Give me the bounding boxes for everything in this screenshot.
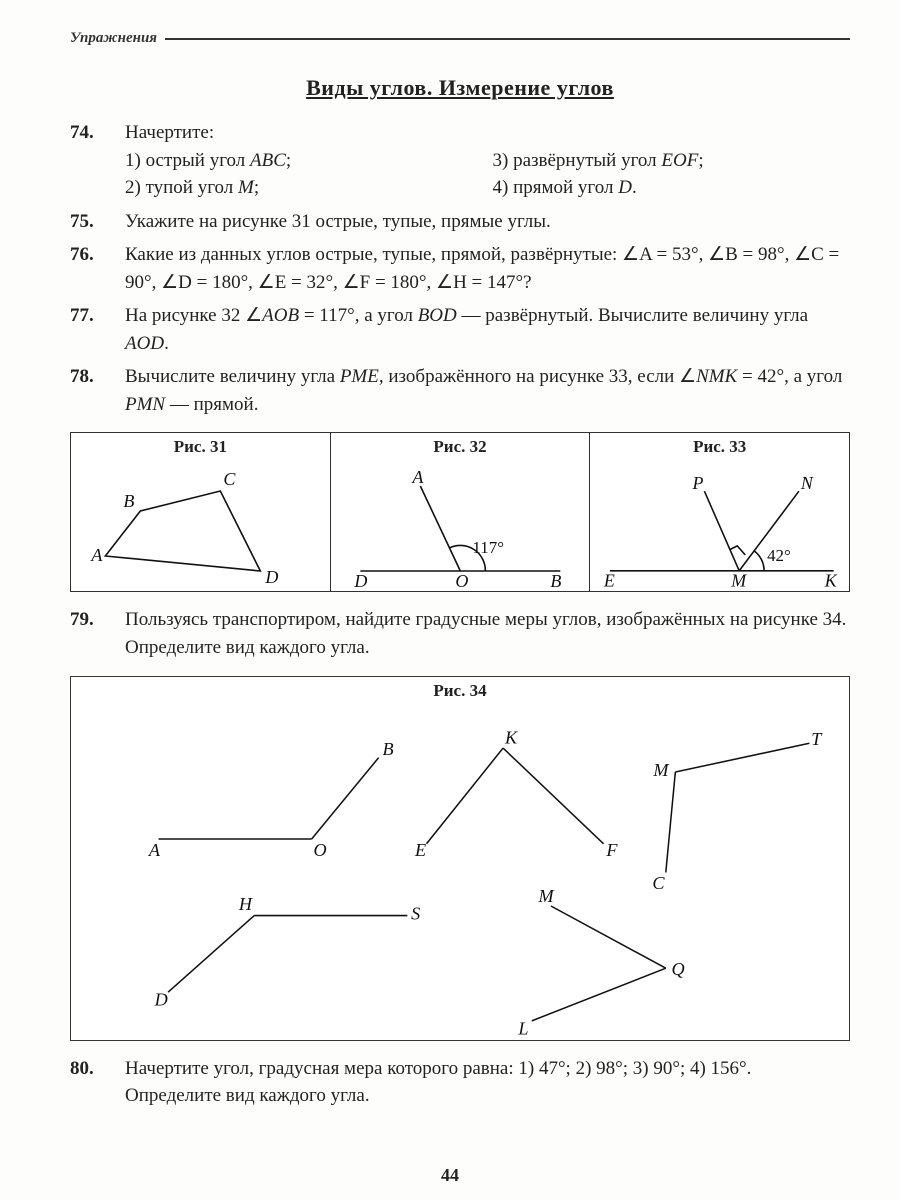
pt-A: A (411, 467, 424, 487)
pt-F: F (605, 840, 618, 860)
exercise-number: 80. (70, 1055, 125, 1110)
pt-K: K (824, 571, 838, 591)
figure-34: Рис. 34 A O B (70, 676, 850, 1041)
angle-value: 42° (767, 546, 791, 565)
pt-N: N (800, 474, 814, 494)
pt-A: A (148, 840, 161, 860)
page: Упражнения Виды углов. Измерение углов 7… (0, 0, 900, 1200)
pt-H: H (238, 893, 253, 913)
section-title: Виды углов. Измерение углов (70, 75, 850, 101)
pt-B: B (123, 491, 134, 511)
figure-row-31-32-33: Рис. 31 A B C D Рис. 32 (70, 432, 850, 592)
pt-K: K (504, 727, 518, 747)
pt-O: O (314, 840, 327, 860)
pt-A: A (90, 545, 103, 565)
pt-Q: Q (672, 958, 685, 978)
item-1: 1) острый угол ABC; (125, 147, 483, 175)
exercise-number: 79. (70, 606, 125, 661)
pt-D: D (353, 571, 367, 591)
exercise-body: Вычислите величину угла PME, изображённо… (125, 363, 850, 418)
exercise-number: 75. (70, 208, 125, 236)
figure-label: Рис. 31 (71, 433, 330, 461)
figure-label: Рис. 33 (590, 433, 849, 461)
figure-33: Рис. 33 E M K P N 42° (590, 433, 849, 591)
pt-B: B (550, 571, 561, 591)
figure-31: Рис. 31 A B C D (71, 433, 331, 591)
figure-32: Рис. 32 D O B A 117° (331, 433, 591, 591)
pt-O: O (455, 571, 468, 591)
pt-P: P (692, 474, 704, 494)
pt-D: D (264, 567, 278, 587)
header-label: Упражнения (70, 30, 165, 47)
two-column-list: 1) острый угол ABC; 3) развёрнутый угол … (125, 147, 850, 202)
header-rule (165, 38, 850, 40)
exercise-77: 77. На рисунке 32 ∠AOB = 117°, а угол BO… (70, 302, 850, 357)
header: Упражнения (70, 30, 850, 47)
exercise-number: 74. (70, 119, 125, 202)
figure-31-svg: A B C D (71, 461, 330, 591)
exercise-76: 76. Какие из данных углов острые, тупые,… (70, 241, 850, 296)
exercise-body: Начертите угол, градусная мера которого … (125, 1055, 850, 1110)
exercise-75: 75. Укажите на рисунке 31 острые, тупые,… (70, 208, 850, 236)
figure-label: Рис. 34 (71, 677, 849, 705)
pt-D: D (154, 989, 168, 1009)
pt-C: C (223, 469, 236, 489)
pt-M: M (731, 571, 748, 591)
exercise-body: Начертите: 1) острый угол ABC; 3) развёр… (125, 119, 850, 202)
pt-E: E (414, 840, 426, 860)
exercise-80: 80. Начертите угол, градусная мера котор… (70, 1055, 850, 1110)
item-2: 2) тупой угол M; (125, 174, 483, 202)
exercise-79: 79. Пользуясь транспортиром, найдите гра… (70, 606, 850, 661)
angle-value: 117° (472, 538, 504, 557)
pt-E: E (603, 571, 615, 591)
exercise-78: 78. Вычислите величину угла PME, изображ… (70, 363, 850, 418)
intro-text: Начертите: (125, 119, 850, 147)
exercise-body: Укажите на рисунке 31 острые, тупые, пря… (125, 208, 850, 236)
item-3: 3) развёрнутый угол EOF; (493, 147, 851, 175)
exercise-body: На рисунке 32 ∠AOB = 117°, а угол BOD — … (125, 302, 850, 357)
pt-S: S (411, 903, 420, 923)
figure-34-svg: A O B E K F M C T H D S M Q L (71, 705, 849, 1040)
exercise-number: 76. (70, 241, 125, 296)
exercise-body: Пользуясь транспортиром, найдите градусн… (125, 606, 850, 661)
figure-33-svg: E M K P N 42° (590, 461, 849, 591)
item-4: 4) прямой угол D. (493, 174, 851, 202)
pt-T: T (811, 729, 823, 749)
pt-B: B (382, 738, 393, 758)
page-number: 44 (0, 1165, 900, 1186)
exercise-74: 74. Начертите: 1) острый угол ABC; 3) ра… (70, 119, 850, 202)
figure-32-svg: D O B A 117° (331, 461, 590, 591)
exercise-number: 78. (70, 363, 125, 418)
pt-C: C (652, 872, 665, 892)
exercise-number: 77. (70, 302, 125, 357)
pt-M: M (652, 759, 669, 779)
exercise-body: Какие из данных углов острые, тупые, пря… (125, 241, 850, 296)
pt-M2: M (537, 886, 554, 906)
figure-label: Рис. 32 (331, 433, 590, 461)
pt-L: L (517, 1018, 528, 1038)
